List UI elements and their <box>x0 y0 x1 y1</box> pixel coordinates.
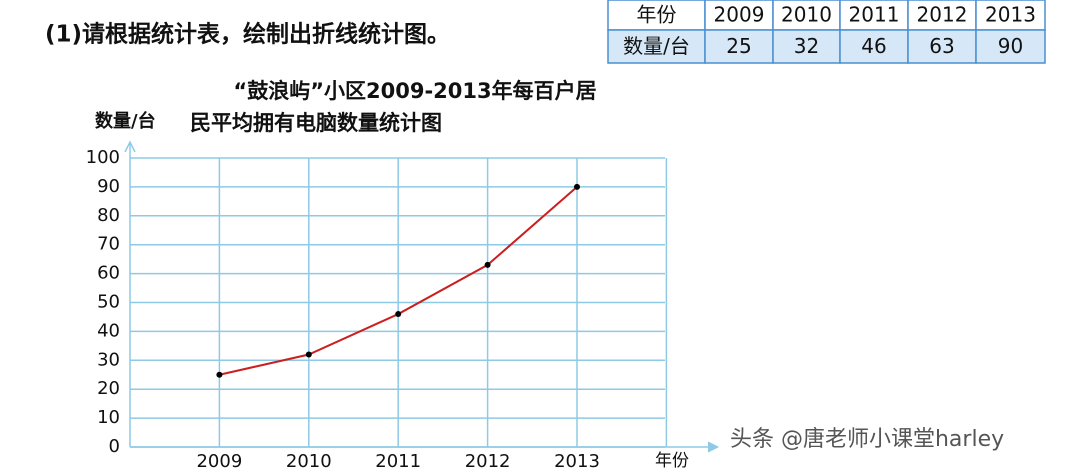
table-cell <box>607 0 706 31</box>
question: (1)请根据统计表，绘制出折线统计图。 <box>45 21 450 48</box>
table-text: 46 <box>861 34 886 58</box>
table: 年份 2009 2010 2011 2012 2013 数量/台 25 32 46 63 90 <box>607 0 1046 64</box>
table-text: 年份 <box>637 3 677 27</box>
table-cell <box>907 0 977 31</box>
table-text: 2009 <box>714 3 765 27</box>
table-text: 63 <box>929 34 954 58</box>
table-cell <box>975 29 1046 64</box>
y-tick-label: 80 <box>97 205 120 226</box>
table-cell <box>772 29 841 64</box>
table-cell <box>704 0 774 31</box>
watermark: 头条 @唐老师小课堂harley <box>730 427 1004 452</box>
chart-title: “鼓浪屿”小区2009-2013年每百户居 <box>233 79 596 103</box>
y-tick-label: 90 <box>97 176 120 197</box>
y-tick-label: 70 <box>97 234 120 255</box>
table-text: 2012 <box>917 3 968 27</box>
y-axis-arrow <box>124 140 136 153</box>
plot: 0 10 20 30 40 50 60 70 80 90 100 2009 2010 2011 2012 20… <box>86 140 720 470</box>
table-text: 90 <box>998 34 1023 58</box>
x-tick-label: 2012 <box>465 451 511 470</box>
x-axis-arrow <box>707 441 720 453</box>
point <box>395 311 402 318</box>
table-cell <box>839 29 909 64</box>
table-text: 25 <box>726 34 751 58</box>
chart-title: 民平均拥有电脑数量统计图 <box>190 111 442 135</box>
table-cell <box>839 0 909 31</box>
x-tick-label: 2009 <box>196 451 242 470</box>
y-tick-label: 20 <box>97 378 120 399</box>
x-tick-label: 2010 <box>286 451 332 470</box>
table-cell <box>607 29 706 64</box>
y-tick-label: 50 <box>97 292 120 313</box>
x-axis-label: 年份 <box>655 451 689 470</box>
y-tick-label: 40 <box>97 320 120 341</box>
y-tick-label: 10 <box>97 407 120 428</box>
y-tick-label: 30 <box>97 349 120 370</box>
point <box>216 371 223 378</box>
y-tick-label: 0 <box>109 436 120 457</box>
x-tick-label: 2011 <box>375 451 421 470</box>
y-tick-label: 100 <box>86 147 120 168</box>
table-text: 2010 <box>781 3 832 27</box>
table-text: 2013 <box>985 3 1036 27</box>
table-cell <box>772 0 841 31</box>
table-cell <box>975 0 1046 31</box>
y-tick-label: 60 <box>97 263 120 284</box>
point <box>484 261 491 268</box>
table-text: 数量/台 <box>623 34 690 58</box>
table-cell <box>704 29 774 64</box>
y-axis-label: 数量/台 <box>95 110 156 132</box>
table-text: 2011 <box>849 3 900 27</box>
x-tick-label: 2013 <box>554 451 600 470</box>
point <box>574 183 580 190</box>
table-text: 32 <box>794 34 819 58</box>
point <box>305 351 312 358</box>
